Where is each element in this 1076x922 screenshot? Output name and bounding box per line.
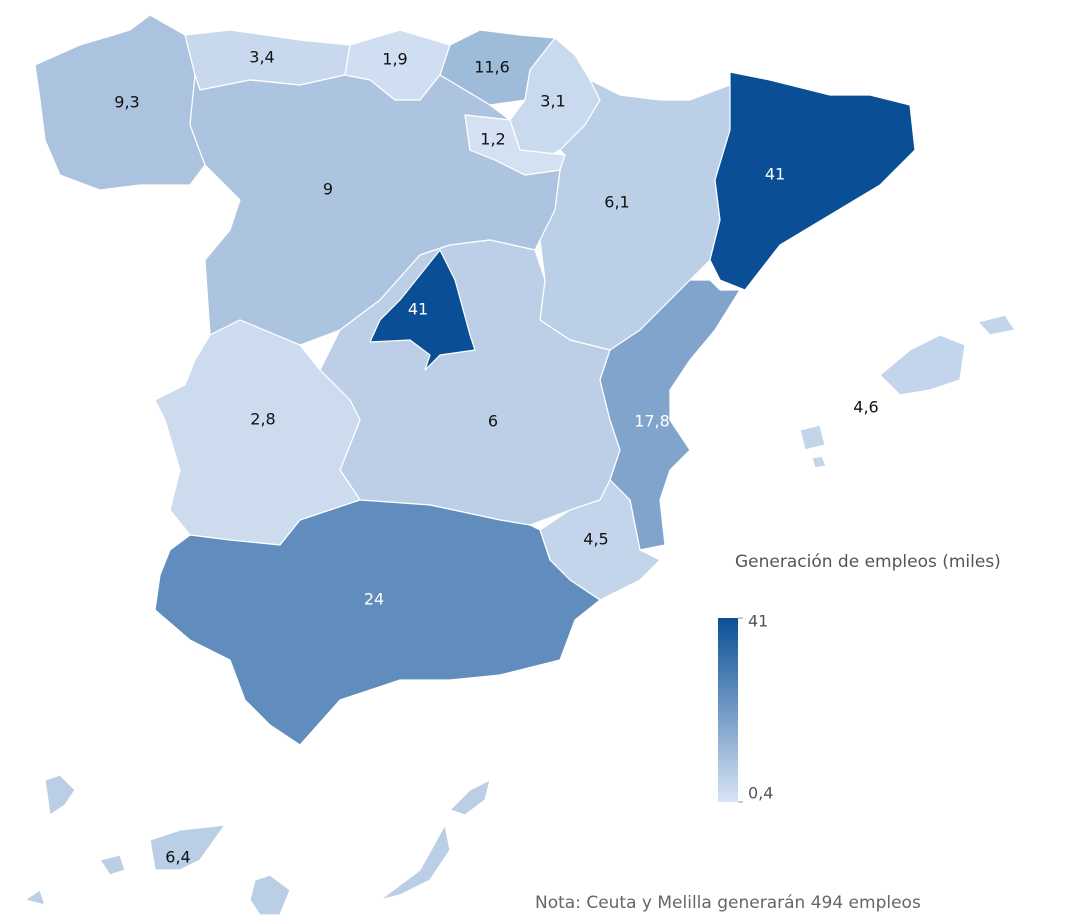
value-label: 11,6 (474, 58, 510, 77)
value-label: 24 (364, 590, 384, 609)
note: Nota: Ceuta y Melilla generarán 494 empl… (535, 893, 921, 913)
value-label: 6,1 (604, 193, 629, 212)
regions (24, 14, 1016, 916)
legend-tick-label: 41 (748, 612, 768, 631)
region-cataluna (709, 71, 916, 291)
value-label: 6,4 (165, 848, 190, 867)
value-label: 3,4 (249, 48, 274, 67)
value-label: 6 (488, 412, 498, 431)
value-label: 4,6 (853, 398, 878, 417)
legend-gradient (718, 618, 738, 802)
value-label: 41 (408, 300, 428, 319)
legend-title: Generación de empleos (miles) (735, 552, 1001, 572)
value-label: 1,2 (480, 130, 505, 149)
value-label: 41 (765, 165, 785, 184)
value-label: 17,8 (634, 412, 670, 431)
value-label: 2,8 (250, 410, 275, 429)
value-label: 9,3 (114, 93, 139, 112)
value-label: 3,1 (540, 92, 565, 111)
region-baleares (799, 314, 1016, 469)
region-madrid (369, 249, 476, 371)
legend-tick-label: 0,4 (748, 784, 773, 803)
region-andalucia (154, 499, 601, 746)
value-label: 4,5 (583, 530, 608, 549)
value-label: 1,9 (382, 50, 407, 69)
value-label: 9 (323, 180, 333, 199)
region-valencia (599, 279, 741, 551)
region-canarias (24, 774, 491, 916)
